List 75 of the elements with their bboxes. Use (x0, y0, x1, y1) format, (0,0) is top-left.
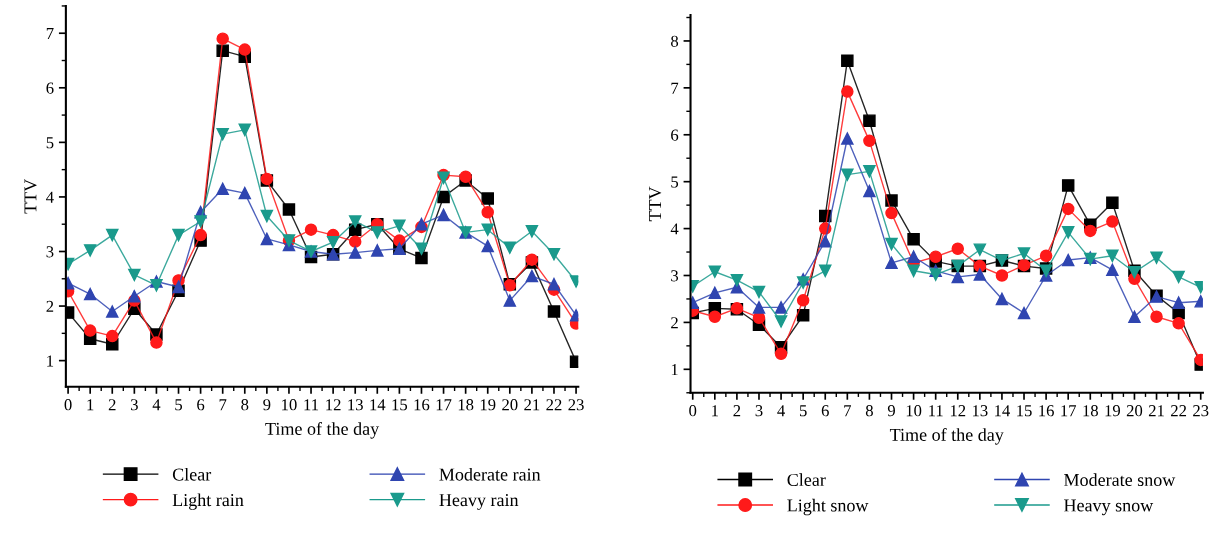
x-tick-label: 17 (1061, 405, 1077, 417)
y-tick-label: 3 (46, 246, 54, 258)
x-tick-label: 10 (906, 405, 922, 417)
y-tick-label: 3 (671, 270, 679, 282)
y-tick-label: 8 (671, 35, 679, 47)
x-tick-label: 19 (1105, 405, 1121, 417)
legend-label: Clear (172, 467, 212, 481)
x-tick-label: 21 (1148, 405, 1164, 417)
y-axis-title: TTV (649, 186, 662, 222)
x-tick-label: 15 (1017, 405, 1032, 417)
x-tick-label: 17 (436, 399, 452, 411)
x-tick-label: 11 (304, 399, 319, 411)
y-tick-label: 5 (671, 176, 679, 188)
x-tick-label: 3 (755, 405, 763, 417)
x-tick-label: 9 (263, 399, 271, 411)
x-tick-label: 1 (712, 405, 718, 417)
x-tick-label: 20 (502, 399, 518, 411)
x-tick-label: 0 (689, 405, 697, 417)
x-tick-label: 8 (865, 405, 873, 417)
y-axis-title: TTV (24, 179, 37, 214)
x-tick-label: 4 (777, 405, 785, 417)
x-tick-label: 12 (950, 405, 966, 417)
x-tick-label: 3 (130, 399, 138, 411)
x-tick-label: 2 (733, 405, 741, 417)
x-tick-label: 7 (219, 399, 227, 411)
y-tick-label: 6 (671, 129, 679, 141)
x-tick-label: 16 (414, 399, 430, 411)
x-tick-label: 14 (995, 405, 1011, 417)
legend-label: Moderate rain (439, 467, 541, 481)
y-tick-label: 4 (46, 191, 54, 203)
x-tick-label: 0 (64, 399, 72, 411)
y-tick-label: 6 (46, 82, 54, 94)
x-tick-label: 12 (326, 399, 341, 411)
x-tick-label: 23 (568, 399, 584, 411)
legend-label: Clear (787, 473, 826, 487)
y-tick-label: 2 (46, 300, 54, 312)
x-tick-label: 9 (887, 405, 895, 417)
x-tick-label: 6 (821, 405, 829, 417)
x-tick-label: 22 (1171, 405, 1187, 417)
x-tick-label: 18 (1083, 405, 1098, 417)
x-tick-label: 23 (1193, 405, 1209, 417)
x-tick-label: 4 (152, 399, 161, 411)
x-axis-title: Time of the day (889, 428, 1004, 445)
x-tick-label: 1 (87, 399, 94, 411)
legend-label: Light snow (787, 498, 869, 516)
y-tick-label: 1 (47, 355, 54, 367)
legend-label: Light rain (172, 493, 244, 510)
x-tick-label: 15 (392, 399, 408, 411)
x-tick-label: 19 (480, 399, 496, 411)
x-tick-label: 21 (524, 399, 540, 411)
legend-label: Heavy rain (439, 494, 519, 510)
y-tick-label: 4 (670, 223, 679, 235)
x-tick-label: 2 (108, 399, 116, 411)
y-tick-label: 2 (671, 317, 678, 329)
x-tick-label: 13 (972, 405, 988, 417)
legend-label: Heavy snow (1064, 499, 1154, 516)
y-tick-label: 1 (671, 364, 678, 376)
x-tick-label: 8 (241, 399, 249, 411)
x-tick-label: 11 (929, 405, 943, 417)
x-tick-label: 13 (348, 399, 363, 411)
x-axis-title: Time of the day (265, 422, 380, 439)
x-tick-label: 10 (282, 399, 297, 411)
x-tick-label: 22 (546, 399, 562, 411)
x-tick-label: 5 (175, 399, 183, 411)
x-tick-label: 6 (197, 399, 205, 411)
x-tick-label: 16 (1039, 405, 1054, 417)
x-tick-label: 18 (458, 399, 474, 411)
legend-label: Moderate snow (1064, 473, 1176, 487)
y-tick-label: 7 (671, 82, 679, 94)
y-tick-label: 5 (46, 137, 54, 149)
x-tick-label: 5 (799, 405, 807, 417)
y-tick-label: 7 (46, 28, 54, 40)
x-tick-label: 7 (844, 405, 852, 417)
x-tick-label: 14 (370, 399, 386, 411)
x-tick-label: 20 (1126, 405, 1143, 417)
